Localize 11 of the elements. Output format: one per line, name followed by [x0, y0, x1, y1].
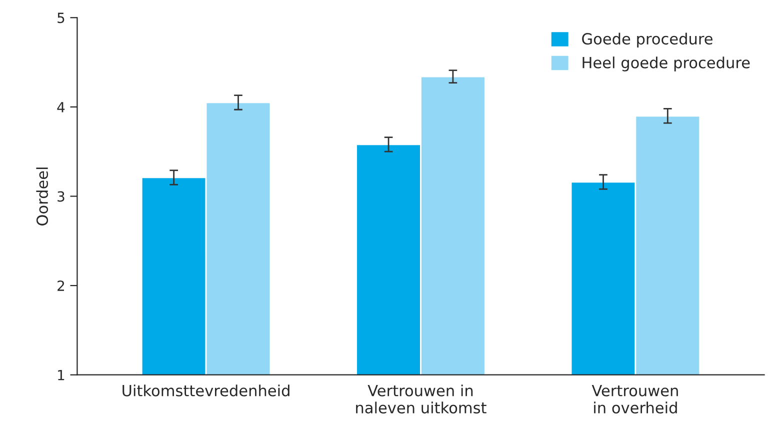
y-axis-title: Oordeel: [36, 168, 48, 226]
x-tick-label: Vertrouwen in naleven uitkomst: [356, 384, 486, 414]
y-tick-label: 1: [58, 370, 64, 380]
y-tick-label: 2: [58, 280, 64, 291]
legend-label: Heel goede procedure: [582, 56, 750, 72]
y-tick-label: 4: [57, 102, 65, 112]
y-tick-label: 3: [58, 191, 64, 202]
legend-label: Goede procedure: [582, 32, 712, 48]
x-tick-label: Uitkomsttevredenheid: [122, 384, 290, 396]
x-tick-label: Vertrouwen in overheid: [592, 385, 678, 414]
y-tick-label: 5: [58, 12, 64, 24]
